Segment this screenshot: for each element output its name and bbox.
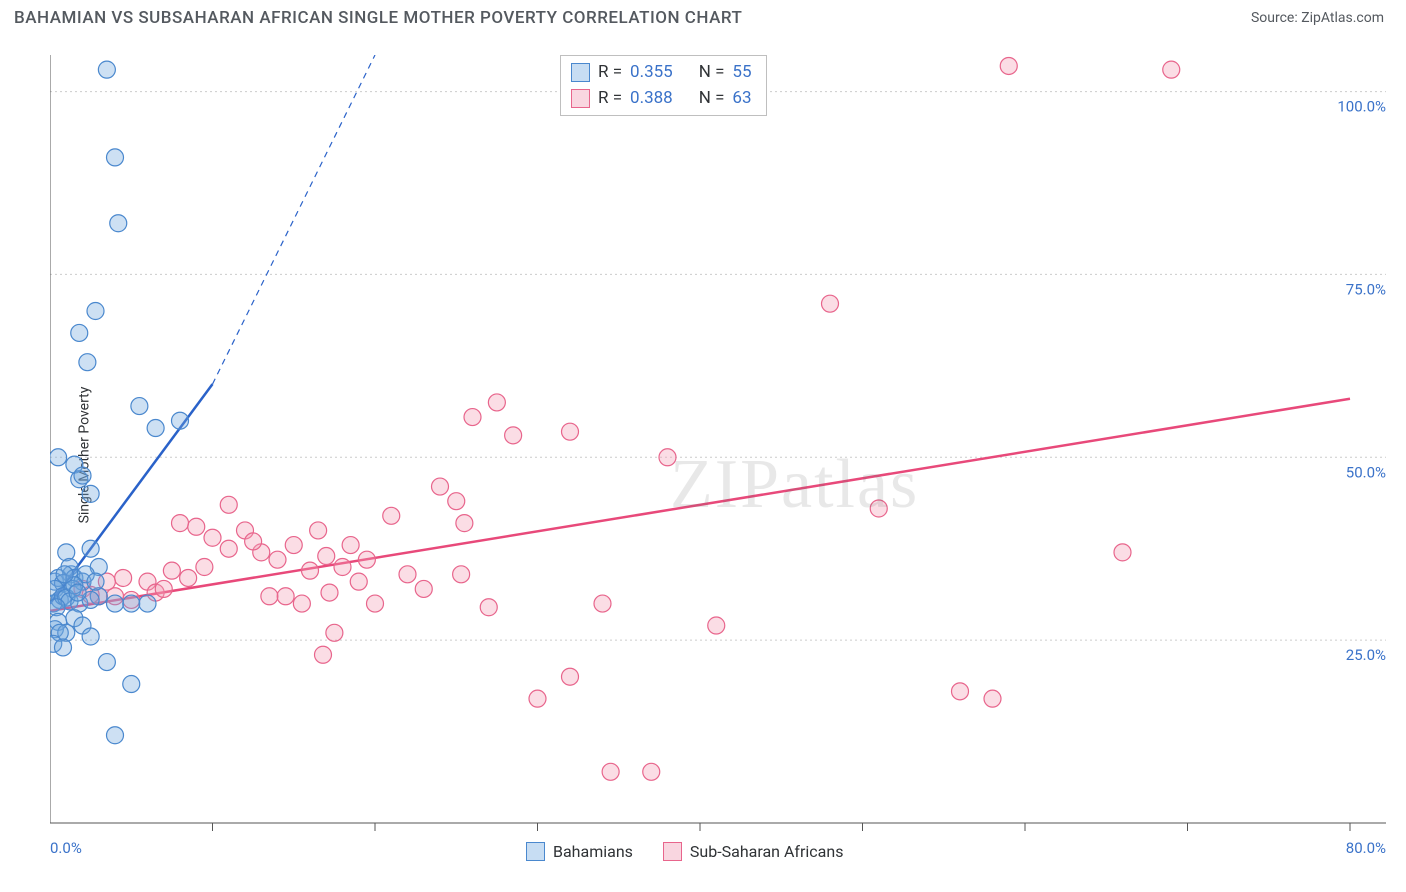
legend-label-2: Sub-Saharan Africans: [690, 842, 844, 861]
legend-stats: R = 0.355 N = 55 R = 0.388 N = 63: [560, 55, 767, 116]
legend-item-subsaharan: Sub-Saharan Africans: [663, 842, 844, 861]
swatch-pink-icon: [663, 842, 682, 861]
n-value-2: 63: [732, 86, 751, 112]
source-prefix: Source:: [1251, 10, 1301, 26]
n-value-1: 55: [732, 60, 751, 86]
r-label: R =: [598, 86, 622, 112]
svg-text:100.0%: 100.0%: [1337, 98, 1386, 116]
legend-item-bahamians: Bahamians: [526, 842, 633, 861]
legend-stats-row-1: R = 0.355 N = 55: [571, 60, 752, 86]
r-label: R =: [598, 60, 622, 86]
svg-text:75.0%: 75.0%: [1346, 280, 1386, 298]
source-name: ZipAtlas.com: [1301, 10, 1384, 26]
n-label: N =: [699, 86, 725, 112]
r-value-2: 0.388: [630, 86, 673, 112]
svg-text:50.0%: 50.0%: [1346, 463, 1386, 481]
n-label: N =: [699, 60, 725, 86]
source-attribution: Source: ZipAtlas.com: [1251, 10, 1384, 26]
scatter-plot: 25.0% 50.0% 75.0% 100.0% 0.0% 80.0%: [50, 55, 1390, 855]
legend-stats-row-2: R = 0.388 N = 63: [571, 86, 752, 112]
legend-label-1: Bahamians: [553, 842, 633, 861]
swatch-blue-icon: [571, 63, 590, 82]
legend-series: Bahamians Sub-Saharan Africans: [526, 842, 843, 861]
chart-container: Single Mother Poverty 25.0%50.0%75.0%100…: [50, 55, 1390, 855]
svg-text:0.0%: 0.0%: [50, 839, 82, 855]
swatch-blue-icon: [526, 842, 545, 861]
chart-title: BAHAMIAN VS SUBSAHARAN AFRICAN SINGLE MO…: [14, 8, 742, 28]
svg-text:25.0%: 25.0%: [1346, 646, 1386, 664]
r-value-1: 0.355: [630, 60, 673, 86]
svg-text:80.0%: 80.0%: [1346, 839, 1386, 855]
swatch-pink-icon: [571, 89, 590, 108]
